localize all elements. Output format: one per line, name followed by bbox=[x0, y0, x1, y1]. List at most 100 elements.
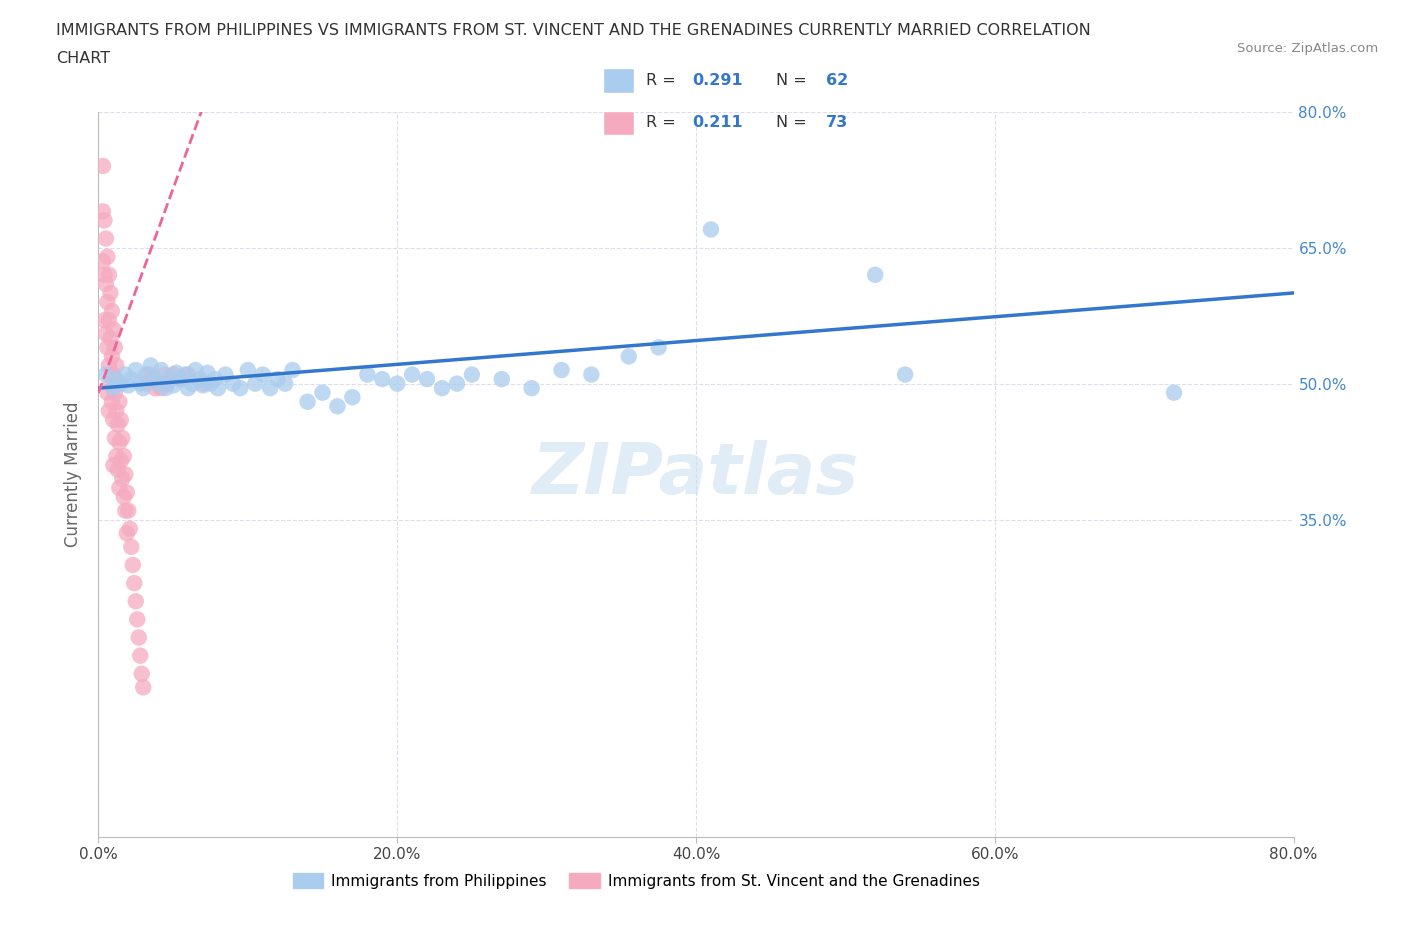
Point bbox=[94, 276, 117, 291]
Point bbox=[281, 363, 304, 378]
Point bbox=[104, 385, 127, 400]
Point bbox=[148, 377, 170, 392]
Point bbox=[108, 394, 131, 409]
Point bbox=[446, 377, 468, 392]
Point bbox=[117, 378, 139, 392]
Point bbox=[700, 222, 723, 237]
Point bbox=[207, 380, 229, 395]
Point bbox=[200, 377, 222, 392]
Point bbox=[174, 367, 197, 382]
Point bbox=[550, 363, 572, 378]
Text: Source: ZipAtlas.com: Source: ZipAtlas.com bbox=[1237, 42, 1378, 55]
Point bbox=[108, 435, 131, 450]
Point bbox=[204, 372, 226, 387]
Point bbox=[236, 363, 259, 378]
Point bbox=[150, 363, 173, 378]
Point bbox=[97, 358, 120, 373]
Point bbox=[491, 372, 513, 387]
Point bbox=[101, 349, 124, 364]
Point bbox=[107, 462, 129, 477]
Point bbox=[107, 417, 129, 432]
Text: R =: R = bbox=[647, 114, 681, 129]
Point bbox=[111, 472, 134, 486]
Point bbox=[110, 413, 132, 428]
Point bbox=[162, 367, 184, 382]
Point bbox=[153, 367, 176, 382]
Point bbox=[125, 363, 148, 378]
Point bbox=[159, 372, 181, 387]
Point bbox=[342, 390, 364, 405]
Point bbox=[129, 377, 152, 392]
Point bbox=[93, 268, 115, 283]
Point bbox=[114, 367, 136, 382]
Y-axis label: Currently Married: Currently Married bbox=[65, 402, 83, 547]
Point bbox=[385, 377, 409, 392]
Text: 0.211: 0.211 bbox=[693, 114, 744, 129]
Point bbox=[112, 489, 135, 504]
Point bbox=[129, 648, 152, 663]
Point bbox=[104, 431, 127, 445]
Point bbox=[401, 367, 423, 382]
Point bbox=[141, 372, 163, 387]
Point bbox=[326, 399, 349, 414]
Point bbox=[311, 385, 333, 400]
Point bbox=[120, 372, 142, 387]
Text: 73: 73 bbox=[825, 114, 848, 129]
Point bbox=[105, 372, 128, 387]
Point bbox=[115, 485, 138, 500]
Point bbox=[103, 380, 125, 395]
Point bbox=[143, 372, 166, 387]
Point bbox=[120, 539, 142, 554]
Point bbox=[181, 377, 204, 392]
Point bbox=[118, 521, 141, 536]
Point bbox=[93, 312, 115, 327]
Point bbox=[108, 481, 131, 496]
Point bbox=[94, 326, 117, 341]
Point bbox=[97, 404, 120, 418]
Point bbox=[121, 558, 143, 573]
Text: 0.291: 0.291 bbox=[693, 73, 744, 88]
Point bbox=[214, 367, 236, 382]
Text: R =: R = bbox=[647, 73, 681, 88]
Point bbox=[138, 367, 160, 382]
Point bbox=[169, 372, 191, 387]
Point bbox=[97, 268, 120, 283]
Point bbox=[96, 385, 118, 400]
Point bbox=[112, 449, 135, 464]
Point bbox=[139, 358, 162, 373]
Point bbox=[96, 295, 118, 310]
Text: 62: 62 bbox=[825, 73, 848, 88]
Point bbox=[245, 377, 267, 392]
Point bbox=[143, 380, 166, 395]
Point bbox=[125, 594, 148, 609]
Point bbox=[98, 286, 122, 300]
Text: N =: N = bbox=[776, 114, 813, 129]
Point bbox=[98, 331, 122, 346]
Point bbox=[111, 431, 134, 445]
Point bbox=[105, 358, 128, 373]
Point bbox=[135, 377, 157, 392]
Point bbox=[155, 380, 177, 395]
Point bbox=[177, 380, 200, 395]
Point bbox=[1163, 385, 1185, 400]
Point bbox=[156, 377, 179, 392]
Text: IMMIGRANTS FROM PHILIPPINES VS IMMIGRANTS FROM ST. VINCENT AND THE GRENADINES CU: IMMIGRANTS FROM PHILIPPINES VS IMMIGRANT… bbox=[56, 23, 1091, 38]
Point bbox=[117, 503, 139, 518]
Point bbox=[127, 612, 149, 627]
Point bbox=[94, 231, 117, 246]
Point bbox=[416, 372, 439, 387]
Point bbox=[101, 303, 124, 318]
Point bbox=[104, 340, 127, 355]
Point bbox=[297, 394, 319, 409]
Point bbox=[135, 367, 157, 382]
Point bbox=[103, 458, 125, 472]
Point bbox=[647, 340, 669, 355]
Point bbox=[274, 377, 297, 392]
Point bbox=[371, 372, 394, 387]
Point bbox=[103, 322, 125, 337]
Point bbox=[103, 367, 125, 382]
Point bbox=[114, 503, 136, 518]
FancyBboxPatch shape bbox=[603, 111, 634, 136]
Point bbox=[128, 631, 150, 645]
Point bbox=[165, 365, 187, 380]
